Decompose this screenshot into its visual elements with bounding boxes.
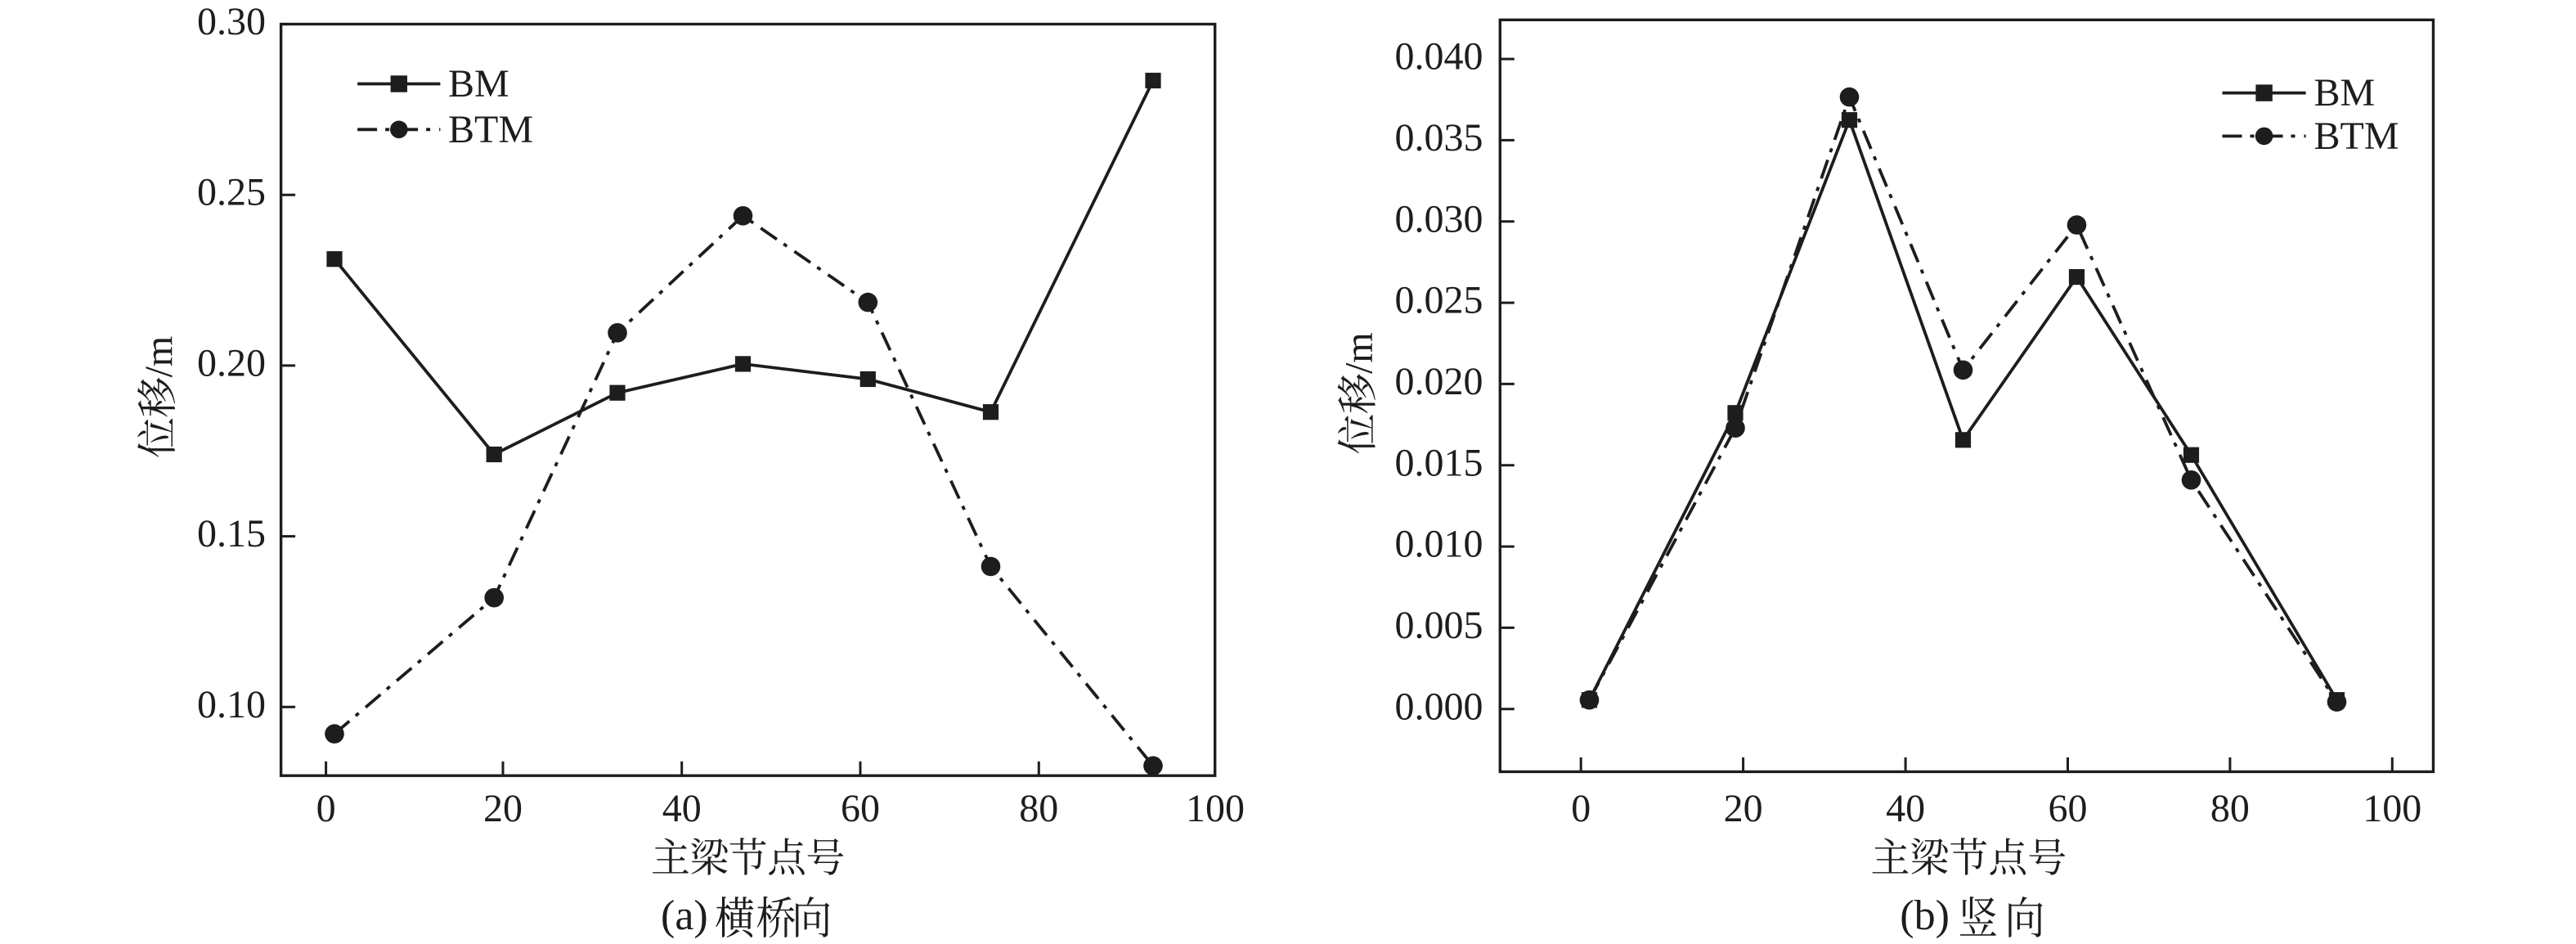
svg-text:20: 20 bbox=[1724, 787, 1763, 830]
svg-text:BM: BM bbox=[2314, 71, 2376, 115]
svg-text:BM: BM bbox=[448, 62, 509, 106]
svg-text:/m: /m bbox=[137, 336, 181, 378]
svg-text:20: 20 bbox=[483, 787, 523, 830]
svg-text:0.025: 0.025 bbox=[1395, 279, 1483, 322]
svg-text:80: 80 bbox=[2210, 787, 2250, 830]
svg-text:BTM: BTM bbox=[448, 108, 533, 151]
svg-text:0.010: 0.010 bbox=[1395, 523, 1483, 566]
svg-text:60: 60 bbox=[2049, 787, 2088, 830]
svg-text:0.000: 0.000 bbox=[1395, 685, 1483, 728]
svg-text:/m: /m bbox=[1338, 332, 1381, 374]
svg-text:0.15: 0.15 bbox=[197, 512, 266, 555]
svg-text:0.10: 0.10 bbox=[197, 683, 266, 726]
svg-text:0.005: 0.005 bbox=[1395, 604, 1483, 647]
svg-text:0.020: 0.020 bbox=[1395, 360, 1483, 403]
svg-text:40: 40 bbox=[1886, 787, 1925, 830]
svg-text:0.25: 0.25 bbox=[197, 171, 266, 214]
svg-text:60: 60 bbox=[841, 787, 880, 830]
svg-text:0: 0 bbox=[1571, 787, 1591, 830]
svg-text:100: 100 bbox=[2363, 787, 2421, 830]
svg-text:(b): (b) bbox=[1900, 892, 1950, 939]
svg-text:BTM: BTM bbox=[2314, 115, 2399, 158]
svg-text:0.20: 0.20 bbox=[197, 341, 266, 384]
svg-text:0.035: 0.035 bbox=[1395, 116, 1483, 160]
svg-text:100: 100 bbox=[1186, 787, 1245, 830]
svg-text:80: 80 bbox=[1019, 787, 1058, 830]
svg-text:0: 0 bbox=[316, 787, 336, 830]
svg-text:40: 40 bbox=[662, 787, 702, 830]
svg-text:0.030: 0.030 bbox=[1395, 197, 1483, 240]
svg-text:0.015: 0.015 bbox=[1395, 441, 1483, 484]
svg-text:0.30: 0.30 bbox=[197, 0, 266, 43]
svg-text:0.040: 0.040 bbox=[1395, 35, 1483, 79]
svg-text:(a): (a) bbox=[661, 892, 708, 939]
